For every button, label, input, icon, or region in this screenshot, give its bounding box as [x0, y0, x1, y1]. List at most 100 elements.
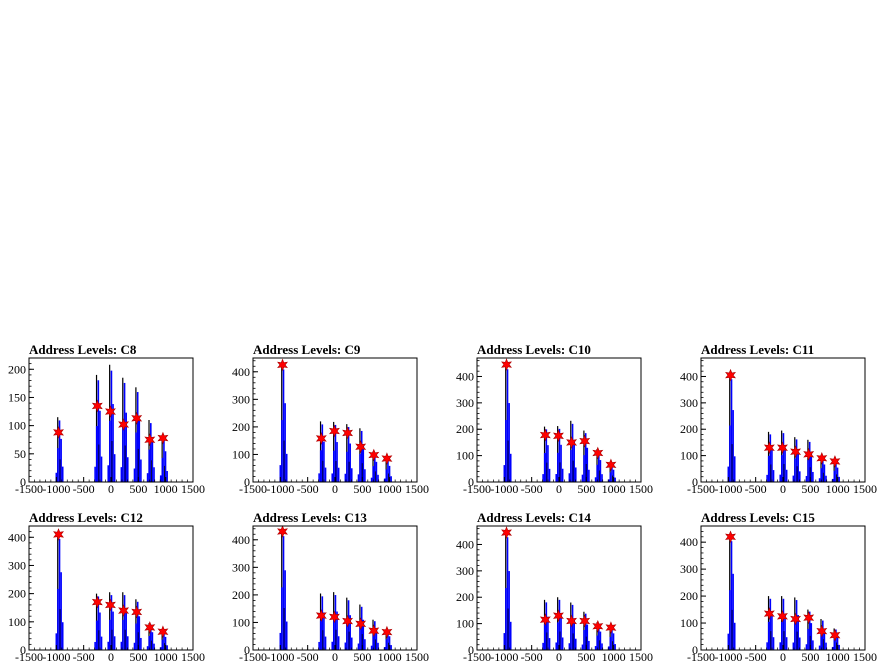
histogram-bar [161, 639, 164, 650]
histogram-bar [383, 647, 386, 650]
peak-star-marker [342, 426, 354, 440]
x-tick-label: 1000 [378, 650, 402, 664]
histogram-bar [122, 427, 124, 482]
peak-star-marker [579, 434, 591, 448]
histogram-bar [508, 403, 510, 482]
histogram-bar [612, 469, 615, 482]
histogram-bar [146, 646, 149, 650]
y-tick-label: 200 [456, 590, 474, 604]
histogram-bar [359, 626, 361, 650]
histogram-bar [732, 573, 734, 650]
histogram-bar [347, 427, 350, 482]
histogram-bar [570, 625, 572, 650]
histogram-bar [350, 468, 353, 482]
histogram-bar [807, 459, 809, 482]
histogram-bar [571, 604, 574, 650]
histogram-bar [390, 645, 392, 650]
histogram-bar [126, 457, 129, 482]
histogram-bar [166, 471, 168, 482]
histogram-bar [599, 631, 602, 650]
histogram-bar [771, 614, 773, 650]
histogram-bar [584, 433, 587, 482]
histogram-bar [586, 447, 589, 482]
x-tick-label: 1500 [629, 482, 653, 496]
histogram-bar [138, 419, 141, 482]
x-tick-label: 1500 [405, 482, 429, 496]
histogram-bar [771, 448, 773, 482]
x-tick-label: 500 [353, 482, 371, 496]
peak-star-marker [829, 455, 841, 468]
peak-star-marker [592, 446, 604, 460]
histogram-series [55, 364, 168, 482]
histogram-bar [120, 641, 123, 650]
y-tick-label: 400 [680, 535, 698, 549]
histogram-bar [360, 430, 363, 482]
histogram-bar [807, 628, 809, 650]
histogram-bar [729, 590, 731, 650]
histogram-bar [285, 453, 288, 482]
histogram-bar [107, 641, 110, 650]
histogram-bar [547, 616, 549, 650]
histogram-bar [284, 570, 286, 650]
histogram-bar [323, 441, 325, 482]
histogram-bar [357, 643, 360, 650]
x-tick-label: 1000 [602, 482, 626, 496]
y-tick-label: 400 [232, 533, 250, 547]
histogram-bar [581, 644, 584, 650]
peak-marker-series [725, 530, 841, 642]
chart-panel: Address Levels: C15 0 100 200 300 400 -1500 -10… [680, 510, 877, 664]
histogram-bar [570, 450, 572, 482]
histogram-bar [573, 441, 575, 482]
x-tick-label: 1000 [378, 482, 402, 496]
histogram-bar [838, 644, 840, 650]
histogram-bar [385, 639, 388, 650]
peak-star-marker [776, 609, 788, 623]
y-tick-label: 100 [680, 616, 698, 630]
histogram-bar [375, 629, 378, 650]
histogram-bar [594, 477, 597, 482]
chart-panel: Address Levels: C14 0 100 200 300 400 -1500 -10… [456, 510, 653, 664]
histogram-bar [126, 636, 129, 650]
y-tick-label: 400 [456, 369, 474, 383]
x-tick-label: 500 [577, 482, 595, 496]
histogram-bar [387, 458, 389, 482]
histogram-bar [781, 455, 783, 482]
y-tick-label: 200 [680, 422, 698, 436]
histogram-bar [136, 601, 139, 650]
y-tick-label: 300 [680, 562, 698, 576]
x-tick-label: 1000 [602, 650, 626, 664]
histogram-bar [57, 448, 59, 482]
x-tick-label: 500 [801, 482, 819, 496]
histogram-bar [560, 444, 562, 482]
histogram-bar [805, 644, 808, 650]
peak-marker-series [501, 526, 617, 634]
histogram-bar [372, 634, 375, 650]
histogram-bar [727, 466, 730, 482]
histogram-bar [833, 470, 836, 482]
peak-star-marker [566, 436, 578, 449]
histogram-bar [729, 425, 731, 482]
histogram-bar [334, 595, 337, 650]
x-tick-label: 1000 [826, 650, 850, 664]
peak-star-marker [816, 451, 828, 465]
histogram-bar [123, 595, 126, 650]
histogram-bar [557, 452, 559, 482]
histogram-bar [836, 635, 839, 650]
chart-title: Address Levels: C15 [701, 510, 815, 525]
histogram-bar [548, 638, 551, 650]
histogram-bar [727, 633, 730, 650]
y-tick-label: 0 [20, 475, 26, 489]
y-tick-label: 400 [680, 369, 698, 383]
histogram-bar [346, 622, 348, 650]
histogram-bar [135, 623, 137, 650]
histogram-bar [609, 636, 612, 650]
y-tick-label: 300 [232, 560, 250, 574]
histogram-bar [164, 636, 167, 650]
histogram-bar [136, 392, 139, 482]
histogram-bar [100, 636, 103, 650]
histogram-bar [561, 637, 564, 650]
x-tick-label: -1500 [15, 482, 43, 496]
peak-marker-series [277, 358, 393, 465]
histogram-bar [598, 450, 600, 482]
peak-star-marker [539, 613, 551, 626]
